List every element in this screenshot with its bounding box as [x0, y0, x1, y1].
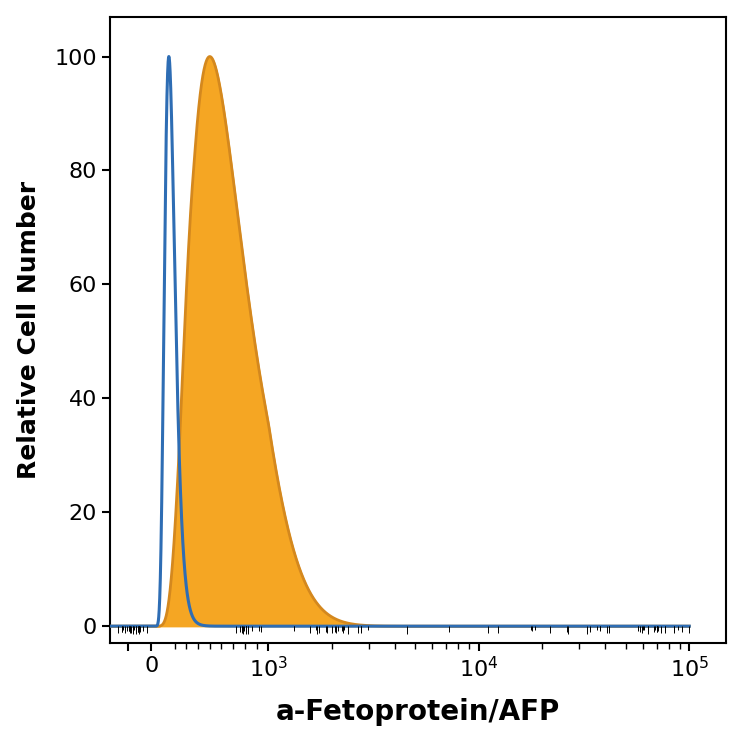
X-axis label: a-Fetoprotein/AFP: a-Fetoprotein/AFP	[276, 698, 560, 727]
Y-axis label: Relative Cell Number: Relative Cell Number	[16, 181, 41, 479]
